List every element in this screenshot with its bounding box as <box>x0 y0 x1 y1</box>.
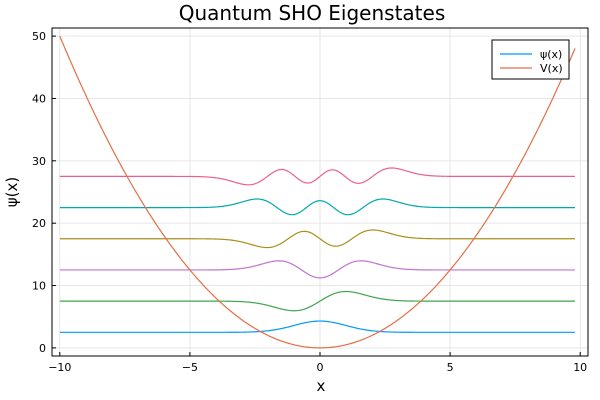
x-axis-label: x <box>317 377 326 395</box>
y-tick-label: 40 <box>32 92 46 105</box>
x-tick-label: −5 <box>182 361 198 374</box>
curves <box>59 35 576 349</box>
chart-title: Quantum SHO Eigenstates <box>179 1 446 25</box>
wavefunction-curve-1 <box>59 290 575 312</box>
y-tick-label: 0 <box>39 342 46 355</box>
x-tick-label: 0 <box>317 361 324 374</box>
legend: ψ(x) V(x) <box>491 39 570 80</box>
wavefunction-curve-2 <box>59 260 575 279</box>
x-tick-label: 10 <box>573 361 587 374</box>
grid <box>52 28 588 356</box>
legend-label-psi: ψ(x) <box>540 48 562 61</box>
x-tick-label: −10 <box>48 361 71 374</box>
legend-box <box>491 39 570 80</box>
y-tick-label: 10 <box>32 280 46 293</box>
wavefunction-curve-5 <box>59 167 575 186</box>
wavefunction-curve-3 <box>59 229 575 249</box>
potential-curve <box>59 35 576 349</box>
wavefunction-curve-0 <box>59 320 575 333</box>
ticks: −10 −5 0 5 10 0 10 20 30 40 50 <box>32 30 587 374</box>
legend-label-potential: V(x) <box>540 62 563 75</box>
y-tick-label: 50 <box>32 30 46 43</box>
y-tick-label: 30 <box>32 155 46 168</box>
y-axis-label: ψ(x) <box>3 177 21 207</box>
x-tick-label: 5 <box>447 361 454 374</box>
y-tick-label: 20 <box>32 217 46 230</box>
